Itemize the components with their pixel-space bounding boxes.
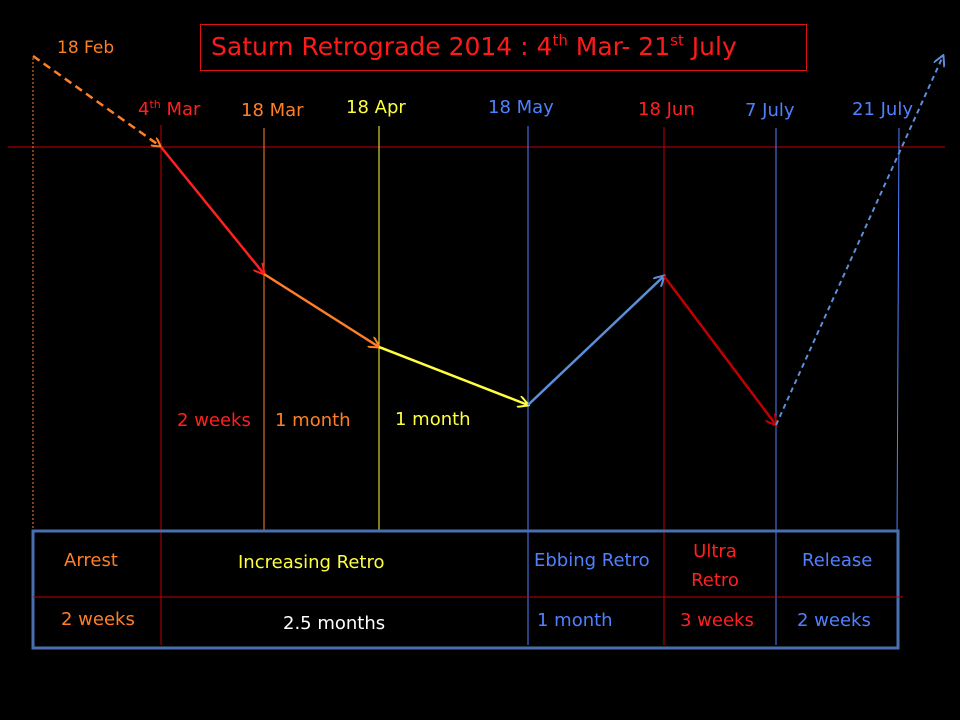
phase-table <box>31 529 900 650</box>
title-box: Saturn Retrograde 2014 : 4th Mar- 21st J… <box>200 24 807 71</box>
phase-name-increasing-retro: Increasing Retro <box>238 552 385 573</box>
interval-label-2: 1 month <box>275 410 351 431</box>
date-label-jul7: 7 July <box>745 100 795 121</box>
arrow-apr18-may18 <box>378 345 528 405</box>
date-label-mar18: 18 Mar <box>241 100 304 121</box>
phase-duration-release: 2 weeks <box>797 610 871 631</box>
arrow-jul7-release <box>775 56 943 426</box>
date-label-feb18: 18 Feb <box>57 38 115 58</box>
phase-duration-ebbing-retro: 1 month <box>537 610 613 631</box>
phase-duration-increasing-retro: 2.5 months <box>283 613 386 634</box>
page-title: Saturn Retrograde 2014 : 4th Mar- 21st J… <box>211 31 737 61</box>
phase-name-arrest: Arrest <box>64 550 118 571</box>
vline-jul21 <box>896 127 900 541</box>
phase-name-ebbing-retro: Ebbing Retro <box>534 550 650 571</box>
date-label-may18: 18 May <box>488 97 554 118</box>
date-label-apr18: 18 Apr <box>346 97 406 118</box>
phase-duration-ultra-retro: 3 weeks <box>680 610 754 631</box>
date-label-mar4: 4th Mar <box>138 98 201 120</box>
phase-duration-arrest: 2 weeks <box>61 609 135 630</box>
interval-label-3: 1 month <box>395 409 471 430</box>
date-label-jun18: 18 Jun <box>638 99 695 120</box>
phase-name-release: Release <box>802 550 873 571</box>
arrow-mar4-mar18 <box>160 146 264 274</box>
arrow-jun18-jul7 <box>663 275 776 425</box>
arrow-mar18-apr18 <box>263 272 379 347</box>
arrow-may18-jun18 <box>527 276 664 406</box>
phase-name-ultra-retro: Ultra Retro <box>691 541 739 591</box>
interval-label-1: 2 weeks <box>177 410 251 431</box>
date-label-jul21: 21 July <box>852 99 913 120</box>
